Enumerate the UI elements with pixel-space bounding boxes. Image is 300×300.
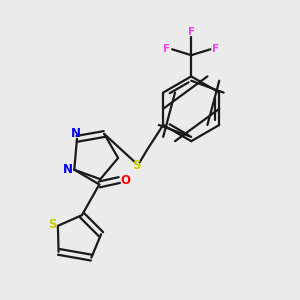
Text: F: F: [188, 27, 195, 37]
Text: S: S: [132, 159, 141, 172]
Text: F: F: [163, 44, 170, 54]
Text: N: N: [63, 163, 73, 176]
Text: O: O: [120, 173, 130, 187]
Text: S: S: [48, 218, 56, 231]
Text: F: F: [212, 44, 219, 54]
Text: N: N: [70, 127, 80, 140]
